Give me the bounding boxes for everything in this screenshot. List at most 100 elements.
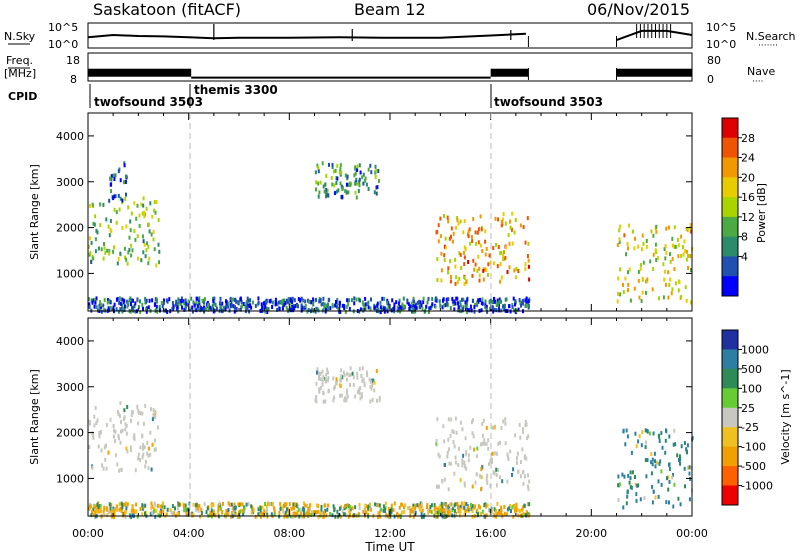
power-cell: [470, 234, 473, 239]
power-cell: [261, 305, 264, 310]
velocity-cell: [343, 506, 346, 511]
power-cell: [121, 303, 124, 308]
velocity-cell: [495, 467, 498, 472]
power-cell: [317, 165, 320, 170]
velocity-cell: [436, 514, 439, 519]
velocity-cell: [96, 509, 99, 514]
velocity-cell: [218, 501, 221, 506]
power-cell: [652, 267, 655, 271]
velocity-cell: [473, 505, 476, 510]
velocity-cell: [658, 439, 661, 444]
power-cell: [317, 181, 320, 186]
power-cell: [137, 305, 140, 309]
power-cell: [655, 258, 658, 262]
velocity-cell: [194, 507, 197, 512]
power-cell: [318, 190, 321, 195]
power-cell: [113, 302, 116, 307]
power-cell: [444, 245, 447, 250]
velocity-colorbar-label: 100: [741, 382, 762, 395]
velocity-cell: [679, 461, 681, 466]
power-cell: [93, 298, 96, 302]
power-cell: [153, 302, 156, 307]
power-cell: [264, 307, 267, 311]
velocity-cell: [384, 501, 387, 506]
x-axis-label: Time UT: [364, 540, 415, 554]
power-colorbar-label: 28: [741, 132, 755, 145]
power-cell: [109, 305, 112, 310]
power-cell: [324, 182, 327, 187]
power-cell: [637, 278, 640, 283]
velocity-cell: [511, 472, 513, 477]
velocity-cell: [348, 373, 351, 378]
power-cell: [488, 300, 491, 305]
velocity-cell: [359, 396, 362, 401]
velocity-cell: [315, 381, 318, 386]
velocity-cell: [153, 509, 156, 514]
power-cell: [383, 309, 386, 314]
velocity-cell: [144, 503, 147, 508]
power-cell: [449, 259, 452, 264]
power-cell: [249, 303, 252, 308]
power-cell: [457, 301, 459, 306]
velocity-cell: [631, 470, 634, 475]
velocity-cell: [465, 452, 468, 457]
velocity-cell: [326, 367, 329, 372]
power-cell: [674, 281, 677, 286]
velocity-cell: [353, 513, 355, 518]
velocity-cell: [259, 509, 262, 514]
power-cell: [142, 196, 145, 201]
power-cell: [105, 217, 108, 222]
power-cell: [471, 239, 474, 244]
power-cell: [381, 307, 383, 312]
velocity-cell: [446, 454, 449, 459]
velocity-cell: [443, 515, 446, 519]
power-cell: [336, 304, 338, 309]
power-colorbar-swatch: [722, 177, 738, 198]
velocity-cell: [683, 466, 686, 471]
velocity-cell: [688, 497, 691, 502]
power-cell: [439, 303, 442, 308]
power-cell: [88, 203, 91, 208]
power-cell: [325, 194, 327, 199]
velocity-cell: [421, 502, 424, 507]
velocity-cell: [106, 507, 109, 512]
velocity-cell: [421, 508, 424, 513]
power-cell: [246, 296, 249, 301]
velocity-cell: [651, 462, 654, 467]
velocity-cell: [270, 512, 273, 517]
velocity-cell: [481, 441, 484, 446]
power-cell: [242, 302, 245, 306]
cpid-label: CPID: [8, 90, 37, 103]
velocity-cell: [166, 507, 169, 512]
power-cell: [376, 303, 379, 308]
velocity-cell: [411, 507, 414, 512]
power-cell: [320, 302, 323, 307]
velocity-cell: [427, 510, 430, 515]
velocity-cell: [329, 512, 332, 517]
velocity-cell: [687, 465, 690, 470]
power-cell: [434, 296, 437, 301]
velocity-cell: [651, 457, 654, 462]
power-cell: [393, 302, 396, 307]
velocity-cell: [259, 514, 262, 519]
velocity-cell: [676, 453, 679, 458]
velocity-cell: [290, 506, 293, 511]
velocity-cell: [371, 398, 374, 402]
power-cell: [121, 297, 124, 302]
power-cell: [464, 300, 467, 305]
power-cell: [633, 286, 636, 291]
power-cell: [526, 300, 529, 305]
velocity-cell: [646, 429, 649, 434]
power-cell: [339, 167, 342, 172]
velocity-cell: [317, 509, 320, 514]
power-cell: [436, 257, 439, 262]
velocity-cell: [231, 511, 234, 515]
power-cell: [138, 223, 141, 228]
power-cell: [382, 306, 385, 311]
power-cell: [344, 189, 347, 194]
power-cell: [521, 298, 524, 303]
velocity-cell: [438, 509, 441, 514]
velocity-cell: [338, 506, 341, 511]
velocity-cell: [622, 505, 625, 510]
